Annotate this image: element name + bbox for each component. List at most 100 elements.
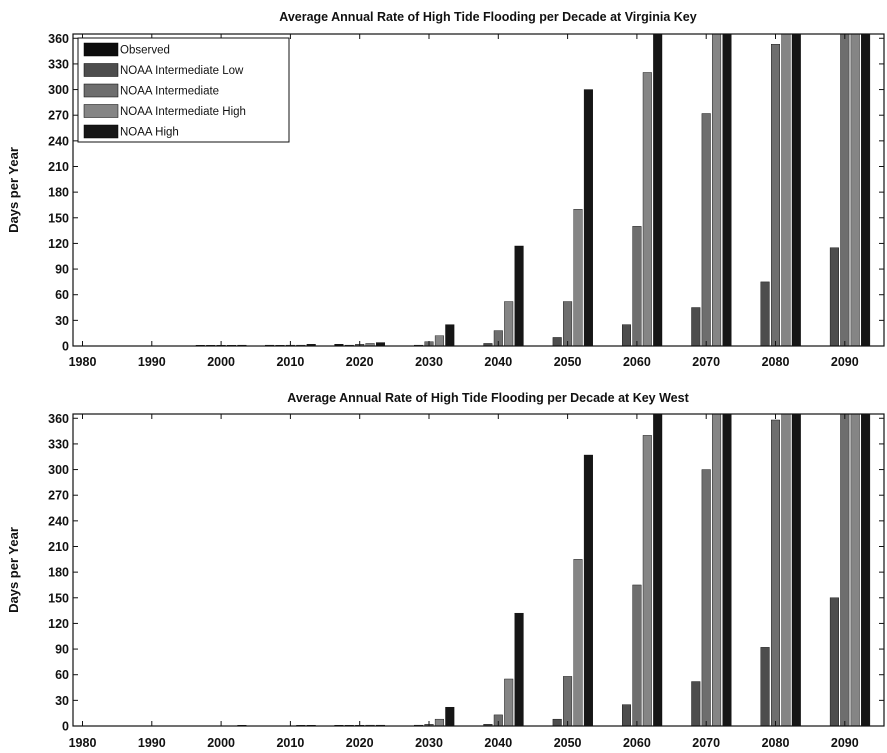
x-tick-label: 2060 — [623, 736, 651, 750]
legend-swatch — [83, 42, 119, 57]
bar-noaa-intermediate-high-2050 — [573, 559, 583, 726]
bar-noaa-intermediate-low-2080 — [760, 281, 770, 346]
y-tick-label: 270 — [48, 489, 69, 503]
chart-title: Average Annual Rate of High Tide Floodin… — [279, 10, 696, 24]
x-tick-label: 2090 — [831, 355, 859, 369]
bar-noaa-high-2080 — [791, 414, 801, 726]
y-tick-label: 150 — [48, 211, 69, 225]
bar-noaa-intermediate-2090 — [840, 414, 850, 726]
bar-noaa-intermediate-high-2060 — [642, 435, 652, 726]
bar-noaa-high-2080 — [791, 34, 801, 346]
bar-noaa-intermediate-high-2070 — [712, 414, 722, 726]
bar-noaa-intermediate-high-2080 — [781, 34, 791, 346]
axes-box — [72, 413, 885, 727]
x-tick-label: 2080 — [762, 355, 790, 369]
y-tick-label: 120 — [48, 617, 69, 631]
legend-swatch — [83, 124, 119, 139]
y-tick-label: 270 — [48, 109, 69, 123]
x-tick-label: 2000 — [207, 736, 235, 750]
bar-noaa-intermediate-low-2050 — [552, 337, 562, 346]
legend-entry: NOAA Intermediate Low — [120, 65, 244, 77]
y-tick-label: 30 — [55, 314, 69, 328]
legend-entry: NOAA Intermediate High — [120, 106, 246, 118]
bar-noaa-high-2070 — [722, 34, 732, 346]
y-tick-label: 210 — [48, 540, 69, 554]
x-tick-label: 2040 — [484, 355, 512, 369]
x-tick-label: 2060 — [623, 355, 651, 369]
bar-noaa-intermediate-high-2050 — [573, 209, 583, 346]
bar-noaa-intermediate-2050 — [563, 301, 573, 346]
bar-noaa-intermediate-2040 — [493, 714, 503, 726]
bar-noaa-high-2050 — [583, 89, 593, 346]
bar-noaa-intermediate-2080 — [771, 44, 781, 346]
bar-noaa-intermediate-high-2060 — [642, 72, 652, 346]
x-tick-label: 1980 — [69, 736, 97, 750]
legend-entry: Observed — [120, 45, 170, 57]
bar-noaa-high-2030 — [445, 706, 455, 726]
bar-noaa-intermediate-low-2070 — [691, 307, 701, 346]
plot-area — [73, 414, 884, 726]
y-tick-label: 180 — [48, 566, 69, 580]
y-axis-label: Days per Year — [6, 527, 21, 613]
bar-noaa-high-2060 — [653, 34, 663, 346]
x-tick-label: 2030 — [415, 736, 443, 750]
x-tick-label: 2080 — [762, 736, 790, 750]
y-tick-label: 330 — [48, 57, 69, 71]
bar-noaa-intermediate-low-2060 — [622, 704, 632, 726]
x-tick-label: 2050 — [554, 355, 582, 369]
y-tick-label: 330 — [48, 437, 69, 451]
x-tick-label: 2020 — [346, 355, 374, 369]
bar-noaa-intermediate-2070 — [701, 469, 711, 726]
bar-noaa-high-2090 — [861, 414, 871, 726]
bars — [237, 414, 871, 726]
bar-noaa-high-2060 — [653, 414, 663, 726]
y-tick-label: 240 — [48, 134, 69, 148]
bar-noaa-intermediate-low-2090 — [829, 597, 839, 726]
x-tick-label: 2000 — [207, 355, 235, 369]
x-tick-label: 2010 — [276, 736, 304, 750]
y-tick-label: 210 — [48, 160, 69, 174]
x-tick-label: 2040 — [484, 736, 512, 750]
bar-noaa-high-2040 — [514, 245, 524, 346]
bar-noaa-high-2050 — [583, 454, 593, 726]
bar-noaa-high-2030 — [445, 324, 455, 346]
x-tick-label: 2070 — [692, 355, 720, 369]
y-tick-label: 60 — [55, 668, 69, 682]
legend-swatch — [83, 104, 119, 118]
bar-noaa-intermediate-low-2040 — [483, 343, 493, 346]
legend-entry: NOAA Intermediate — [120, 86, 219, 98]
bar-noaa-intermediate-2050 — [563, 676, 573, 726]
bar-noaa-intermediate-2090 — [840, 34, 850, 346]
axes-box — [72, 33, 885, 347]
y-tick-label: 90 — [55, 263, 69, 277]
chart-panel-2: 0 30 60 90 120 150 180 210 240 270 300 330 360 1980 19… — [6, 391, 885, 750]
y-axis-label: Days per Year — [6, 147, 21, 233]
bar-noaa-high-2070 — [722, 414, 732, 726]
bar-noaa-intermediate-high-2090 — [850, 414, 860, 726]
y-tick-label: 120 — [48, 237, 69, 251]
bar-noaa-high-2010 — [306, 344, 316, 346]
x-tick-label: 2090 — [831, 736, 859, 750]
y-tick-label: 0 — [62, 720, 69, 734]
bar-noaa-intermediate-2060 — [632, 226, 642, 346]
y-tick-label: 60 — [55, 288, 69, 302]
bar-noaa-intermediate-high-2030 — [434, 718, 444, 726]
bar-noaa-intermediate-low-2090 — [829, 247, 839, 346]
x-tick-label: 2070 — [692, 736, 720, 750]
bar-noaa-intermediate-low-2080 — [760, 647, 770, 726]
chart-title: Average Annual Rate of High Tide Floodin… — [287, 391, 689, 405]
legend: Observed NOAA Intermediate Low NOAA Interm… — [77, 37, 290, 143]
x-tick-label: 2010 — [276, 355, 304, 369]
bars — [195, 34, 871, 346]
bar-noaa-intermediate-2080 — [771, 419, 781, 726]
bar-noaa-high-2040 — [514, 612, 524, 726]
bar-noaa-intermediate-high-2080 — [781, 414, 791, 726]
x-tick-label: 1990 — [138, 355, 166, 369]
bar-observed-2020 — [334, 344, 344, 346]
bar-noaa-intermediate-high-2040 — [504, 301, 514, 346]
y-tick-label: 90 — [55, 643, 69, 657]
x-tick-label: 2030 — [415, 355, 443, 369]
bar-noaa-intermediate-low-2050 — [552, 718, 562, 726]
y-tick-label: 150 — [48, 591, 69, 605]
bar-noaa-intermediate-low-2070 — [691, 681, 701, 726]
